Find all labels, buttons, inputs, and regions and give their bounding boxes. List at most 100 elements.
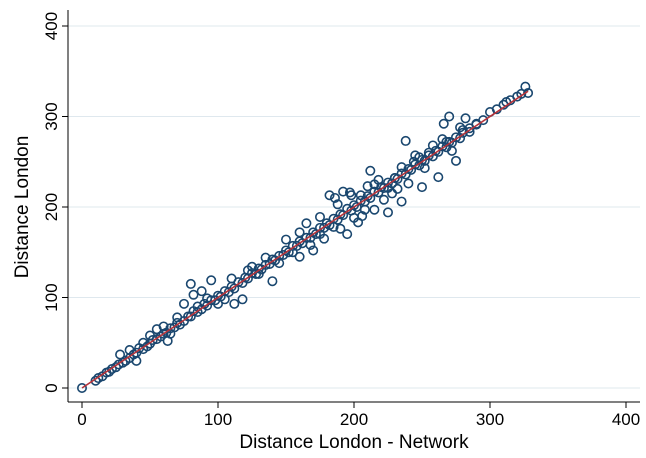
scatter-point [419, 163, 430, 174]
scatter-point [359, 204, 370, 215]
scatter-point [444, 111, 455, 122]
fit-line-group [81, 90, 529, 389]
scatter-point [362, 181, 373, 192]
scatter-point [294, 227, 305, 238]
scatter-point [455, 122, 466, 133]
scatter-point [382, 177, 393, 188]
scatter-point [104, 366, 115, 377]
scatter-point [369, 204, 380, 215]
scatter-point [305, 240, 316, 251]
scatter-point [416, 182, 427, 193]
scatter-point [338, 186, 349, 197]
scatter-points [77, 81, 534, 393]
scatter-point [396, 168, 407, 179]
scatter-point [355, 195, 366, 206]
scatter-point [464, 126, 475, 137]
y-tick-label: 300 [42, 102, 61, 130]
scatter-point [328, 221, 339, 232]
scatter-point [213, 298, 224, 309]
scatter-point [111, 362, 122, 373]
y-tick-label: 400 [42, 12, 61, 40]
scatter-point [355, 190, 366, 201]
scatter-point [260, 252, 271, 263]
scatter-point [131, 355, 142, 366]
scatter-point [202, 293, 213, 304]
scatter-point [301, 232, 312, 243]
scatter-point [335, 223, 346, 234]
y-tick-label: 0 [42, 383, 61, 392]
x-tick-label: 0 [77, 410, 86, 429]
scatter-point [523, 87, 534, 98]
scatter-point [396, 196, 407, 207]
scatter-point [77, 382, 88, 393]
scatter-point [382, 207, 393, 218]
scatter-point [274, 258, 285, 269]
scatter-point [369, 186, 380, 197]
scatter-point [460, 113, 471, 124]
scatter-point [314, 211, 325, 222]
scatter-point [260, 259, 271, 270]
scatter-point [329, 192, 340, 203]
scatter-point [396, 162, 407, 173]
y-tick-label: 200 [42, 193, 61, 221]
scatter-point [446, 145, 457, 156]
y-axis-label: Distance London [12, 136, 33, 279]
scatter-point [423, 150, 434, 161]
scatter-point [457, 127, 468, 138]
scatter-point [403, 178, 414, 189]
scatter-point [196, 286, 207, 297]
scatter-point [324, 190, 335, 201]
scatter-point [427, 140, 438, 151]
scatter-point [433, 172, 444, 183]
scatter-point [369, 179, 380, 190]
scatter-point [389, 173, 400, 184]
y-tick-label: 100 [42, 283, 61, 311]
scatter-point [346, 190, 357, 201]
scatter-point [229, 298, 240, 309]
scatter-point [520, 81, 531, 92]
scatter-point [308, 245, 319, 256]
scatter-point [274, 250, 285, 261]
scatter-point [219, 294, 230, 305]
scatter-point [287, 240, 298, 251]
scatter-point [471, 118, 482, 129]
x-tick-label: 300 [476, 410, 504, 429]
scatter-point [332, 199, 343, 210]
scatter-point [247, 261, 258, 272]
scatter-point [450, 155, 461, 166]
scatter-point [145, 330, 156, 341]
scatter-point [115, 349, 126, 360]
scatter-point [301, 218, 312, 229]
scatter-point [365, 165, 376, 176]
scatter-point [158, 321, 169, 332]
scatter-point [516, 88, 527, 99]
scatter-point [165, 323, 176, 334]
scatter-point [226, 273, 237, 284]
scatter-point [172, 312, 183, 323]
scatter-point [450, 132, 461, 143]
scatter-point [280, 234, 291, 245]
scatter-point [124, 344, 135, 355]
y-ticks: 0 100 200 300 400 [42, 12, 68, 393]
scatter-point [185, 311, 196, 322]
x-tick-label: 200 [340, 410, 368, 429]
scatter-point [414, 152, 425, 163]
scatter-point [179, 298, 190, 309]
x-axis-label: Distance London - Network [239, 432, 469, 453]
scatter-point [237, 294, 248, 305]
scatter-point [267, 276, 278, 287]
scatter-point [357, 211, 368, 222]
scatter-point [438, 118, 449, 129]
scatter-point [185, 278, 196, 289]
scatter-point [378, 194, 389, 205]
x-ticks: 0 100 200 300 400 [77, 402, 640, 429]
scatter-point [206, 275, 217, 286]
x-tick-label: 100 [204, 410, 232, 429]
scatter-point [188, 289, 199, 300]
scatter-point [90, 375, 101, 386]
x-tick-label: 400 [612, 410, 640, 429]
scatter-point [294, 251, 305, 262]
fit-line [81, 90, 529, 389]
